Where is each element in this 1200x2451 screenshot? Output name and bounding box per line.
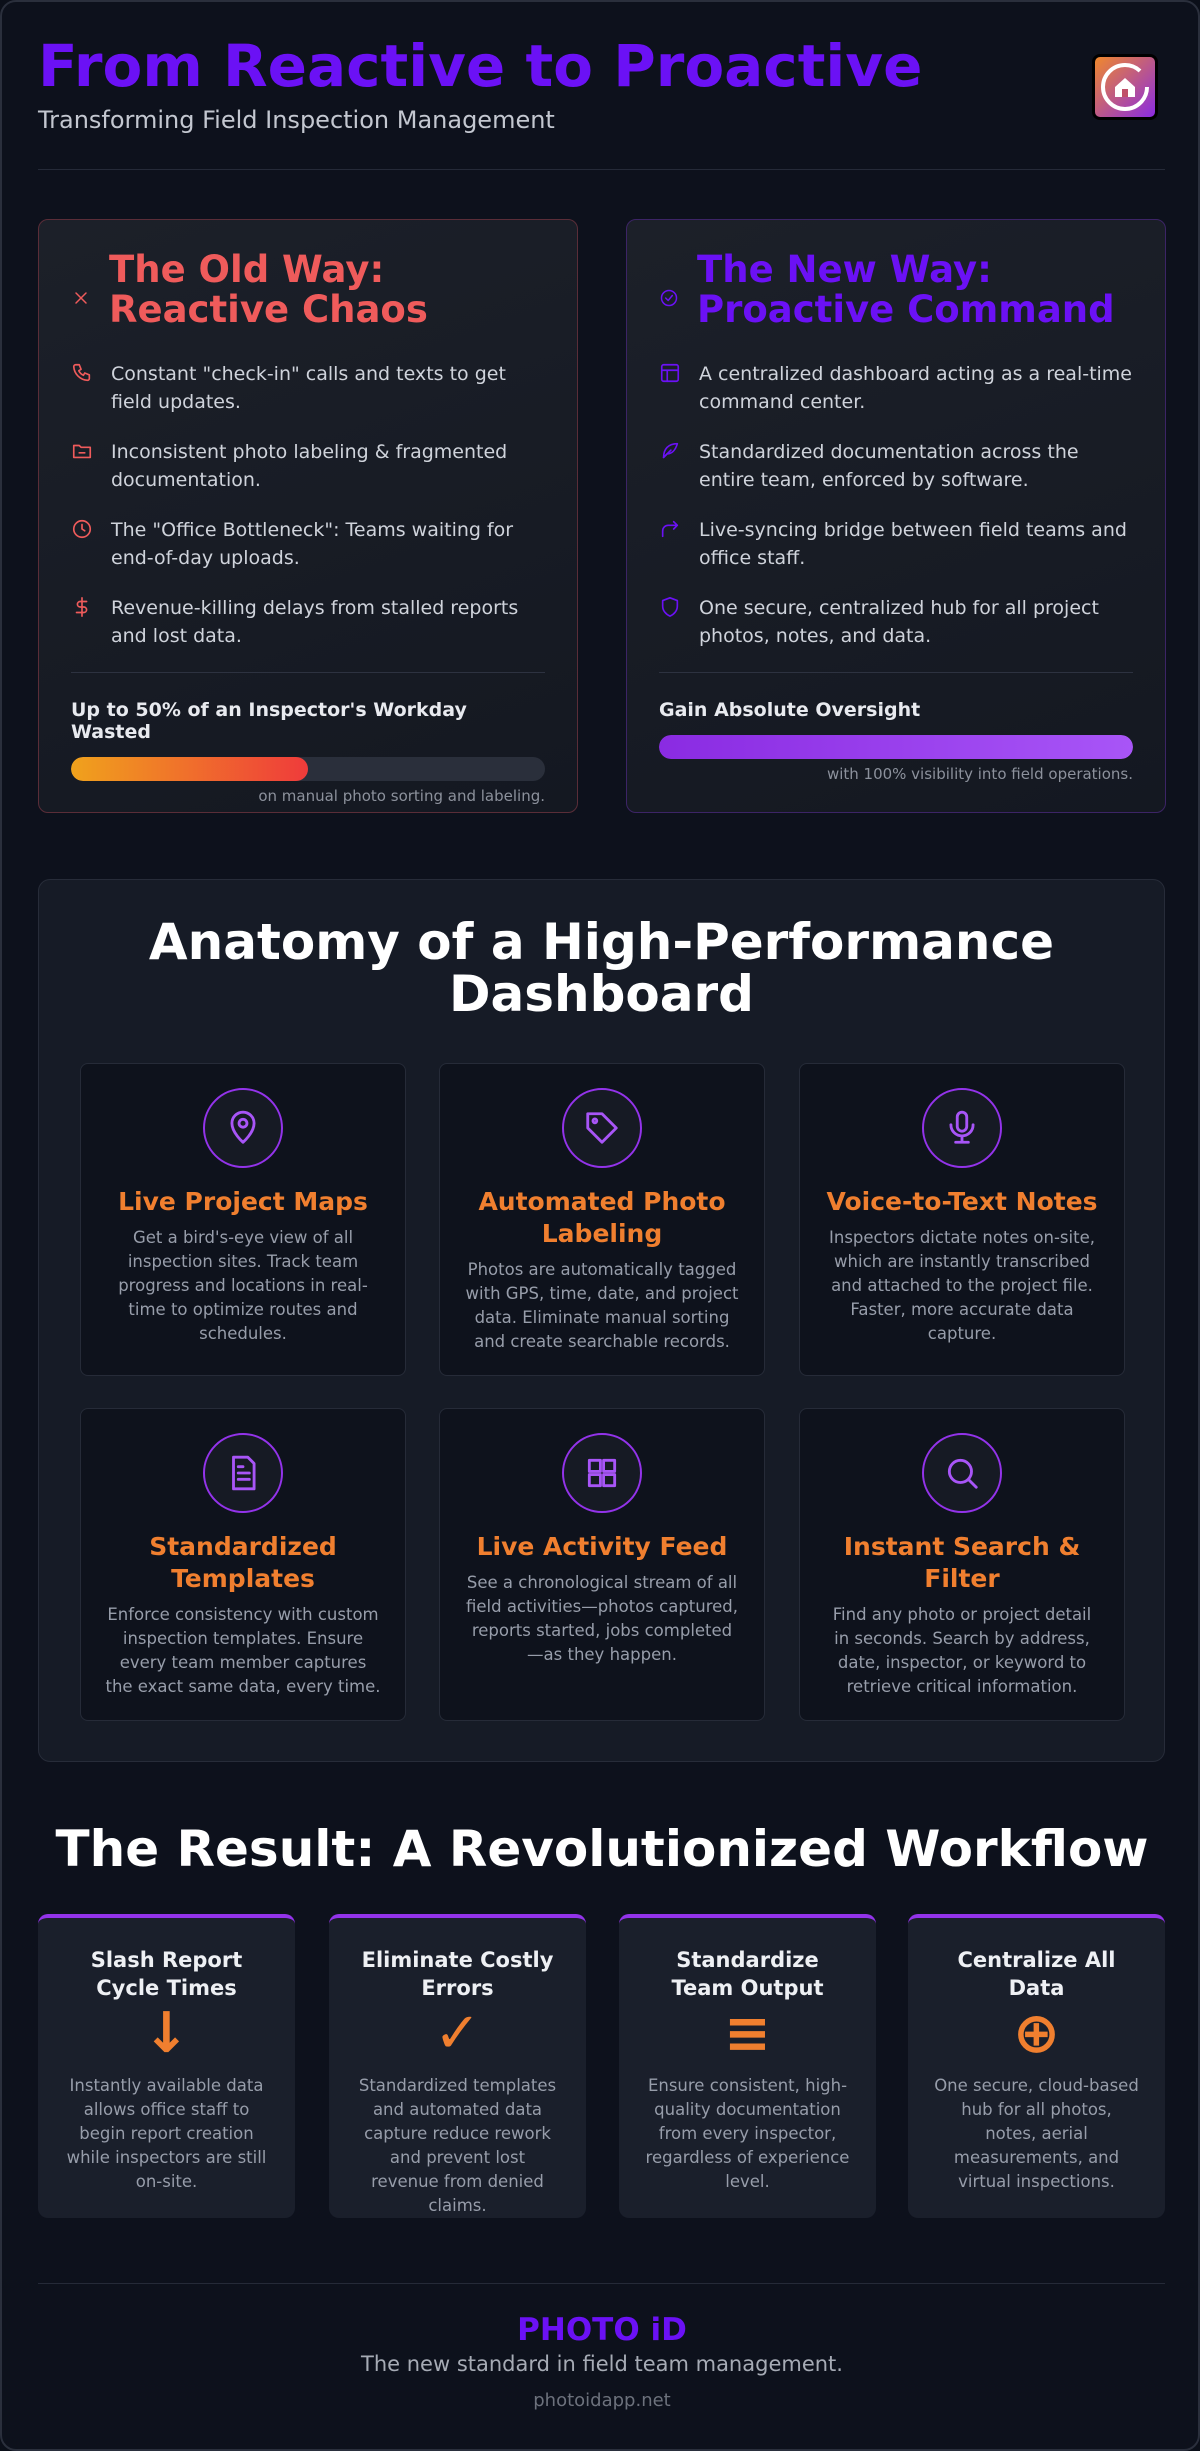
- meter-fill: [71, 757, 308, 781]
- meter-label: Gain Absolute Oversight: [659, 699, 921, 721]
- list-item: One secure, centralized hub for all proj…: [659, 594, 1133, 650]
- list-text: Constant "check-in" calls and texts to g…: [111, 363, 506, 413]
- feature-title: Standardized Templates: [149, 1532, 337, 1593]
- title: From Reactive to Proactive: [38, 32, 923, 100]
- meter-label: Up to 50% of an Inspector's Workday Wast…: [71, 699, 467, 743]
- feature-text: Inspectors dictate notes on-site, which …: [829, 1228, 1095, 1343]
- list-text: Standardized documentation across the en…: [699, 441, 1079, 491]
- subtitle: Transforming Field Inspection Management: [38, 106, 555, 134]
- old-way-card: The Old Way: Reactive Chaos Constant "che…: [38, 219, 578, 813]
- result-title: Centralize All Data: [957, 1948, 1116, 2000]
- card-title: The New Way: Proactive Command: [660, 250, 1117, 330]
- feature-title: Live Project Maps: [118, 1187, 368, 1216]
- feature-icon: [562, 1433, 642, 1513]
- feature-card: Voice-to-Text Notes Inspectors dictate no…: [799, 1063, 1125, 1376]
- list-item: Constant "check-in" calls and texts to g…: [71, 360, 545, 416]
- url: photoidapp.net: [533, 2390, 671, 2411]
- result-title: Standardize Team Output: [671, 1948, 824, 2000]
- feature-title: Voice-to-Text Notes: [826, 1187, 1098, 1216]
- result-icon: ↓: [143, 2001, 190, 2066]
- list-item: The "Office Bottleneck": Teams waiting f…: [71, 516, 545, 572]
- feature-text: Photos are automatically tagged with GPS…: [465, 1260, 739, 1351]
- feature-title: Automated Photo Labeling: [478, 1187, 726, 1248]
- feature-text: Enforce consistency with custom inspecti…: [105, 1605, 381, 1696]
- meter-note: with 100% visibility into field operatio…: [826, 765, 1133, 783]
- divider: [38, 2283, 1165, 2284]
- result-title: Eliminate Costly Errors: [361, 1948, 554, 2000]
- feature-card: Standardized Templates Enforce consistenc…: [80, 1408, 406, 1721]
- feature-card: Live Activity Feed See a chronological st…: [439, 1408, 765, 1721]
- feature-icon: [203, 1088, 283, 1168]
- result-icon: ⊕: [1013, 2001, 1060, 2066]
- feature-title: Instant Search & Filter: [843, 1532, 1081, 1593]
- list-item: Standardized documentation across the en…: [659, 438, 1133, 494]
- feature-card: Live Project Maps Get a bird's-eye view o…: [80, 1063, 406, 1376]
- result-title: Slash Report Cycle Times: [90, 1948, 243, 2000]
- brand: PHOTO iD: [517, 2312, 687, 2348]
- list-text: One secure, centralized hub for all proj…: [699, 597, 1099, 647]
- tagline: The new standard in field team managemen…: [361, 2352, 843, 2376]
- results-title: The Result: A Revolutionized Workflow: [55, 1820, 1149, 1878]
- meter-track: [659, 735, 1133, 759]
- feature-title: Live Activity Feed: [476, 1532, 728, 1561]
- separator: [71, 672, 545, 673]
- new-way-card: The New Way: Proactive Command A centrali…: [626, 219, 1166, 813]
- separator: [659, 672, 1133, 673]
- list-item: Live-syncing bridge between field teams …: [659, 516, 1133, 572]
- card-title: The Old Way: Reactive Chaos: [75, 250, 439, 330]
- result-icon: ≡: [724, 2001, 771, 2066]
- list-item: Inconsistent photo labeling & fragmented…: [71, 438, 545, 494]
- list-text: The "Office Bottleneck": Teams waiting f…: [111, 519, 514, 569]
- feature-card: Automated Photo Labeling Photos are autom…: [439, 1063, 765, 1376]
- result-icon: ✓: [434, 2001, 481, 2066]
- result-card: Slash Report Cycle Times ↓ Instantly avail…: [38, 1914, 295, 2218]
- result-card: Standardize Team Output ≡ Ensure consisten…: [619, 1914, 876, 2218]
- list-text: Live-syncing bridge between field teams …: [699, 519, 1127, 569]
- feature-icon: [562, 1088, 642, 1168]
- section-title: Anatomy of a High-Performance Dashboard: [148, 913, 1055, 1023]
- result-text: One secure, cloud-based hub for all phot…: [934, 2076, 1139, 2191]
- feature-icon: [922, 1433, 1002, 1513]
- feature-icon: [922, 1088, 1002, 1168]
- list-text: Revenue-killing delays from stalled repo…: [111, 597, 519, 647]
- feature-text: Get a bird's-eye view of all inspection …: [118, 1228, 368, 1343]
- meter-note: on manual photo sorting and labeling.: [258, 787, 545, 805]
- list-item: A centralized dashboard acting as a real…: [659, 360, 1133, 416]
- feature-text: See a chronological stream of all field …: [465, 1573, 739, 1664]
- meter-track: [71, 757, 545, 781]
- result-card: Eliminate Costly Errors ✓ Standardized tem…: [329, 1914, 586, 2218]
- logo: [1092, 54, 1158, 120]
- feature-text: Find any photo or project detail in seco…: [832, 1605, 1092, 1696]
- list-item: Revenue-killing delays from stalled repo…: [71, 594, 545, 650]
- feature-icon: [203, 1433, 283, 1513]
- result-text: Standardized templates and automated dat…: [358, 2076, 557, 2215]
- list-text: Inconsistent photo labeling & fragmented…: [111, 441, 508, 491]
- divider: [38, 169, 1165, 170]
- feature-card: Instant Search & Filter Find any photo or…: [799, 1408, 1125, 1721]
- meter-fill: [659, 735, 1133, 759]
- list-text: A centralized dashboard acting as a real…: [699, 363, 1133, 413]
- result-text: Instantly available data allows office s…: [66, 2076, 267, 2191]
- result-card: Centralize All Data ⊕ One secure, cloud-ba…: [908, 1914, 1165, 2218]
- result-text: Ensure consistent, high-quality document…: [645, 2076, 850, 2191]
